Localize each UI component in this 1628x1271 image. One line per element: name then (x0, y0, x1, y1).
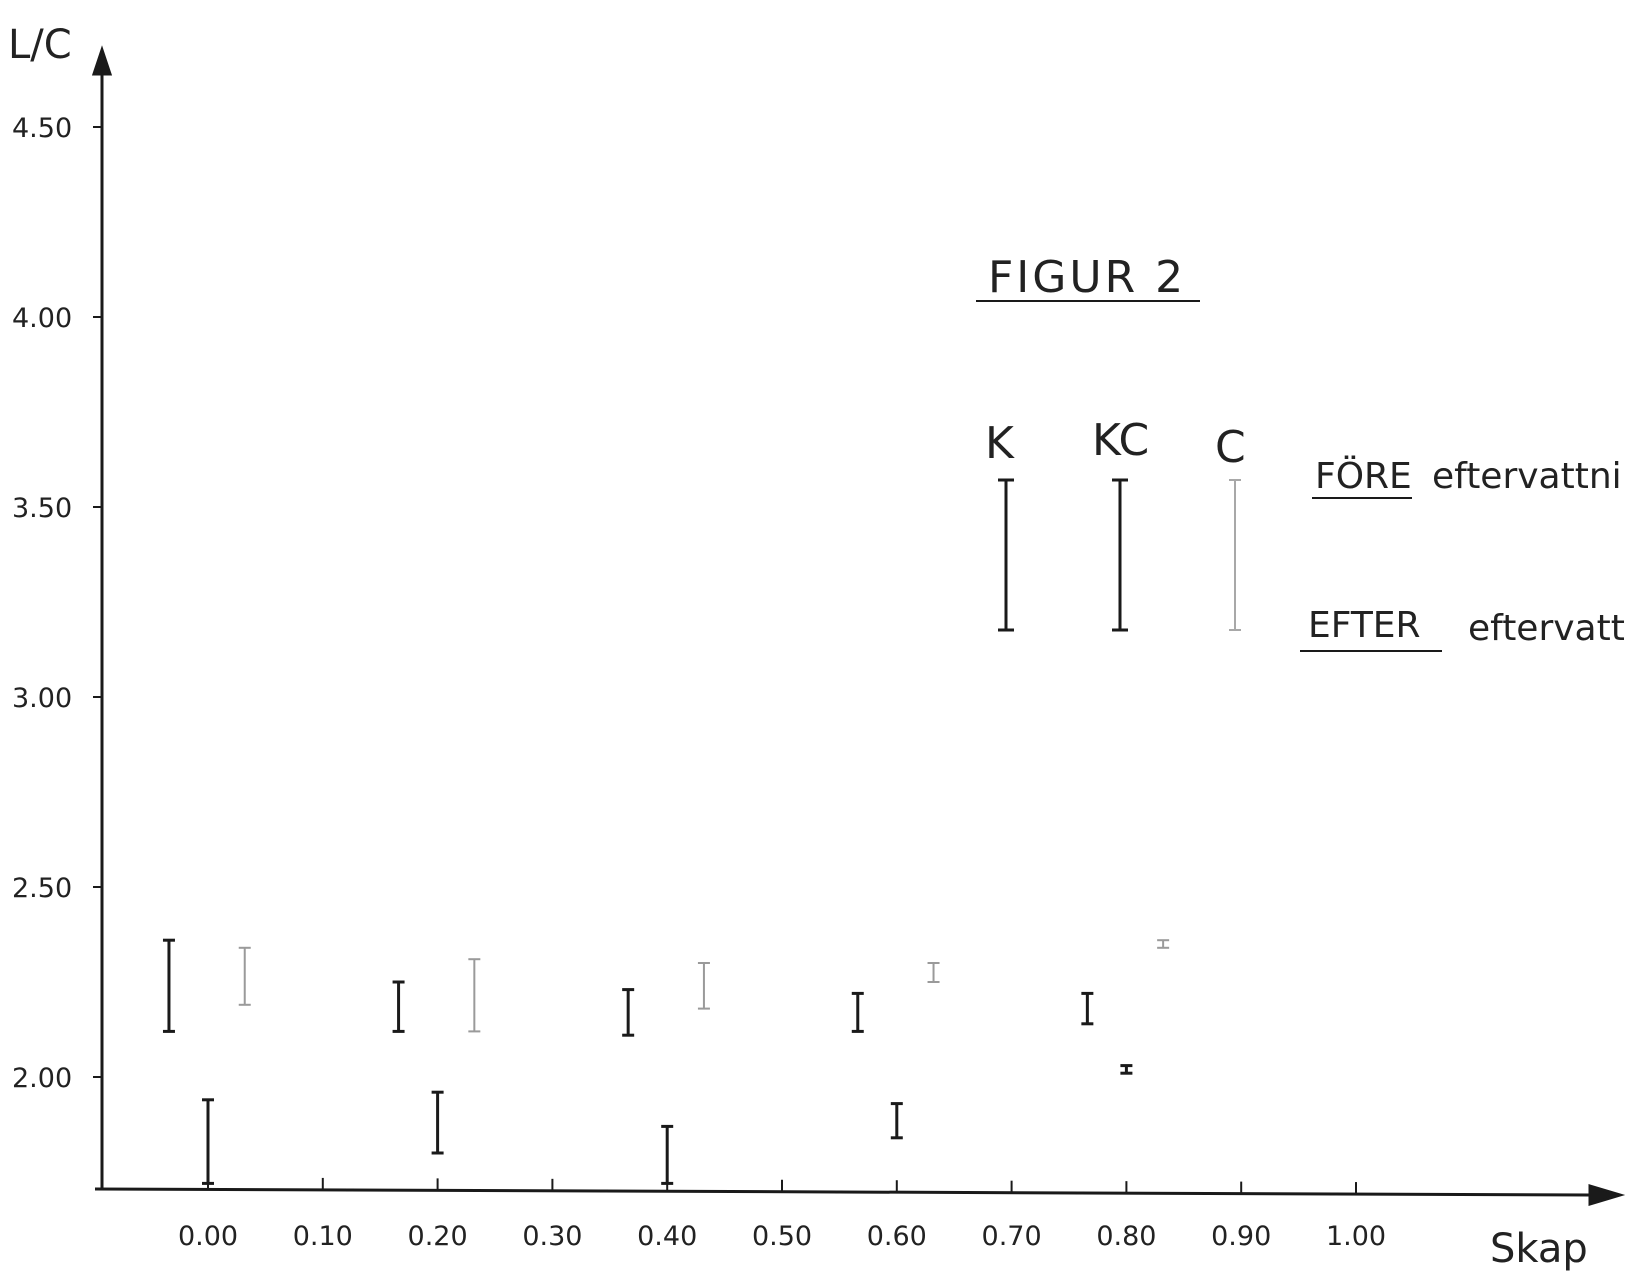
x-tick-label: 0.40 (637, 1221, 697, 1252)
range-bar-k (890, 1102, 903, 1140)
x-tick-label: 0.90 (1211, 1221, 1271, 1252)
legend-bottom-text: eftervattn (1468, 608, 1628, 649)
x-tick-label: 0.20 (408, 1221, 468, 1252)
y-axis-label: L/C (8, 22, 72, 68)
series-marks (162, 938, 1170, 1185)
range-bar-c (238, 946, 251, 1006)
legend-label-k: K (985, 418, 1015, 469)
range-bar-k (1120, 1064, 1133, 1075)
x-ticks: 0.00 0.10 0.20 0.30 0.40 0.50 0.60 0.70 0.80 0.90… (178, 1177, 1386, 1252)
x-tick-label: 0.80 (1096, 1221, 1156, 1252)
range-bar-c (468, 958, 481, 1033)
chart-title: FIGUR 2 (988, 252, 1186, 303)
y-tick-label: 2.00 (12, 1063, 72, 1094)
y-tick-label: 3.00 (12, 683, 72, 714)
range-bar-kc (392, 980, 405, 1033)
range-bar-c (697, 962, 710, 1010)
x-tick-label: 0.10 (293, 1221, 353, 1252)
range-bar-kc (622, 988, 635, 1037)
range-bar-kc (162, 938, 175, 1033)
y-tick-label: 4.50 (12, 113, 72, 144)
y-tick-label: 4.00 (12, 303, 72, 334)
x-axis-line (94, 1187, 1591, 1197)
legend-bar-c (1229, 479, 1241, 631)
legend-top-text: eftervattni (1432, 456, 1622, 497)
range-bar-k (661, 1124, 674, 1185)
y-tick-label: 2.50 (12, 873, 72, 904)
legend-bar-k (998, 478, 1014, 632)
legend-bottom-label: EFTER (1308, 605, 1421, 646)
legend-label-c: C (1215, 422, 1246, 473)
x-tick-label: 0.00 (178, 1221, 238, 1252)
y-ticks: 2.00 2.50 3.00 3.50 4.00 4.50 (12, 113, 102, 1094)
legend-label-kc: KC (1092, 415, 1149, 466)
range-bar-c (927, 962, 940, 983)
y-axis-arrow-icon (91, 45, 113, 76)
legend-bar-kc (1112, 478, 1128, 632)
x-tick-label: 0.70 (982, 1221, 1042, 1252)
x-tick-label: 1.00 (1326, 1221, 1386, 1252)
range-bar-k (431, 1090, 444, 1155)
x-tick-label: 0.60 (867, 1221, 927, 1252)
x-tick-label: 0.30 (522, 1221, 582, 1252)
legend-top-label: FÖRE (1315, 455, 1412, 497)
x-tick-label: 0.50 (752, 1221, 812, 1252)
x-axis-label: Skap (1490, 1226, 1588, 1271)
y-tick-label: 3.50 (12, 493, 72, 524)
range-bar-k (202, 1098, 214, 1185)
x-axis-arrow-icon (1588, 1183, 1626, 1207)
range-bar-kc (1081, 991, 1094, 1026)
range-bar-kc (851, 991, 864, 1033)
legend: K KC C FÖRE eftervattni EFTER eftervattn (985, 415, 1628, 652)
axes (91, 45, 1626, 1207)
range-bar-c (1157, 939, 1170, 949)
